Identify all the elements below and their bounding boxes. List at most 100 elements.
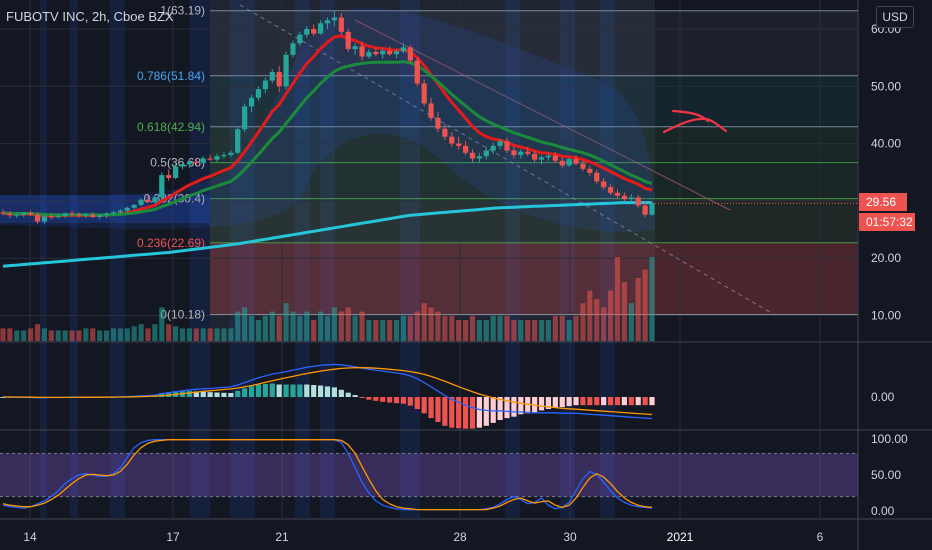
candle-body xyxy=(7,213,13,216)
macd-histogram-bar xyxy=(566,397,572,407)
volume-bar xyxy=(262,315,268,341)
candle-body xyxy=(200,158,206,164)
volume-bar xyxy=(200,328,206,341)
candle-body xyxy=(573,159,579,164)
macd-histogram-bar xyxy=(269,383,275,397)
volume-bar xyxy=(518,320,524,341)
macd-histogram-bar xyxy=(545,397,552,409)
volume-bar xyxy=(324,315,331,341)
macd-histogram-bar xyxy=(345,392,351,397)
volume-bar xyxy=(131,326,137,341)
macd-histogram-bar xyxy=(393,397,400,404)
candle-body xyxy=(642,205,648,215)
macd-histogram-bar xyxy=(414,397,420,409)
volume-bar xyxy=(352,315,358,341)
volume-bar xyxy=(255,320,262,341)
candle-body xyxy=(145,199,151,203)
volume-bar xyxy=(621,282,627,341)
macd-histogram-bar xyxy=(248,386,255,397)
candle-body xyxy=(317,23,324,34)
volume-bar xyxy=(276,315,282,341)
macd-histogram-bar xyxy=(449,397,455,428)
macd-histogram-bar xyxy=(324,386,331,397)
volume-bar xyxy=(428,307,434,341)
volume-bar xyxy=(69,330,75,341)
volume-bar xyxy=(138,324,144,341)
symbol-header[interactable]: FUBOTV INC, 2h, Cboe BZX xyxy=(6,9,174,24)
volume-bar xyxy=(83,328,89,341)
macd-histogram-bar xyxy=(352,395,358,397)
candle-body xyxy=(14,214,20,216)
macd-histogram-bar xyxy=(428,397,434,419)
resistance-line xyxy=(354,19,731,211)
candle-body xyxy=(545,155,552,158)
candle-body xyxy=(580,163,586,169)
candle-body xyxy=(290,43,296,55)
volume-bar xyxy=(449,315,455,341)
volume-bar xyxy=(28,328,34,341)
time-tick: 14 xyxy=(23,530,37,544)
macd-histogram-bar xyxy=(462,397,469,429)
volume-bar xyxy=(435,311,441,341)
candle-body xyxy=(276,71,282,87)
price-label: 29.56 xyxy=(866,195,896,209)
candle-body xyxy=(614,192,621,196)
stoch-tick: 50.00 xyxy=(871,468,901,482)
highlight-band xyxy=(400,0,420,518)
bollinger-band xyxy=(0,7,655,232)
volume-bar xyxy=(110,328,117,341)
macd-histogram-bar xyxy=(186,390,193,397)
candle-body xyxy=(428,103,434,118)
candle-body xyxy=(34,214,41,222)
macd-histogram-bar xyxy=(366,397,372,400)
highlight-band xyxy=(600,0,615,518)
volume-bar xyxy=(186,328,193,341)
macd-pane xyxy=(0,363,655,429)
macd-histogram-bar xyxy=(552,397,558,408)
macd-histogram-bar xyxy=(338,389,344,397)
macd-histogram-bar xyxy=(518,397,524,415)
volume-bar xyxy=(476,320,482,341)
candle-body xyxy=(635,197,641,206)
highlight-band xyxy=(320,0,335,518)
candle-body xyxy=(62,213,68,216)
candle-body xyxy=(55,215,61,217)
volume-bar xyxy=(345,307,351,341)
volume-bar xyxy=(76,330,82,341)
volume-bar xyxy=(145,328,151,341)
fib-zone xyxy=(210,10,857,76)
candle-body xyxy=(28,212,34,215)
volume-bar xyxy=(34,324,41,341)
macd-histogram-bar xyxy=(317,385,324,397)
volume-bar xyxy=(290,311,296,341)
volume-bar xyxy=(373,320,379,341)
volume-bars xyxy=(0,257,655,341)
stoch-pane xyxy=(0,439,858,511)
macd-histogram-bar xyxy=(193,391,199,397)
volume-bar xyxy=(566,320,572,341)
price-label-bg xyxy=(859,193,907,211)
candle-body xyxy=(48,216,54,218)
volume-bar xyxy=(14,330,20,341)
volume-bar xyxy=(414,311,420,341)
candle-body xyxy=(559,160,565,166)
stoch-tick: 0.00 xyxy=(871,504,895,518)
candle-body xyxy=(504,141,510,151)
candle-body xyxy=(628,197,634,200)
macd-histogram-bar xyxy=(207,392,213,397)
volume-bar xyxy=(538,320,545,341)
candle-body xyxy=(324,20,331,24)
volume-bar xyxy=(532,320,538,341)
volume-bar xyxy=(90,328,96,341)
candle-body xyxy=(269,71,275,81)
fib-label: 0.5(36.68) xyxy=(150,156,205,170)
macd-histogram-bar xyxy=(525,397,531,414)
macd-histogram-bar xyxy=(159,392,165,397)
signal-line xyxy=(3,367,653,416)
macd-histogram-bar xyxy=(607,397,614,406)
currency-button[interactable]: USD xyxy=(876,6,914,28)
volume-bar xyxy=(469,315,476,341)
volume-bar xyxy=(642,269,648,341)
stoch-tick: 100.00 xyxy=(871,432,908,446)
